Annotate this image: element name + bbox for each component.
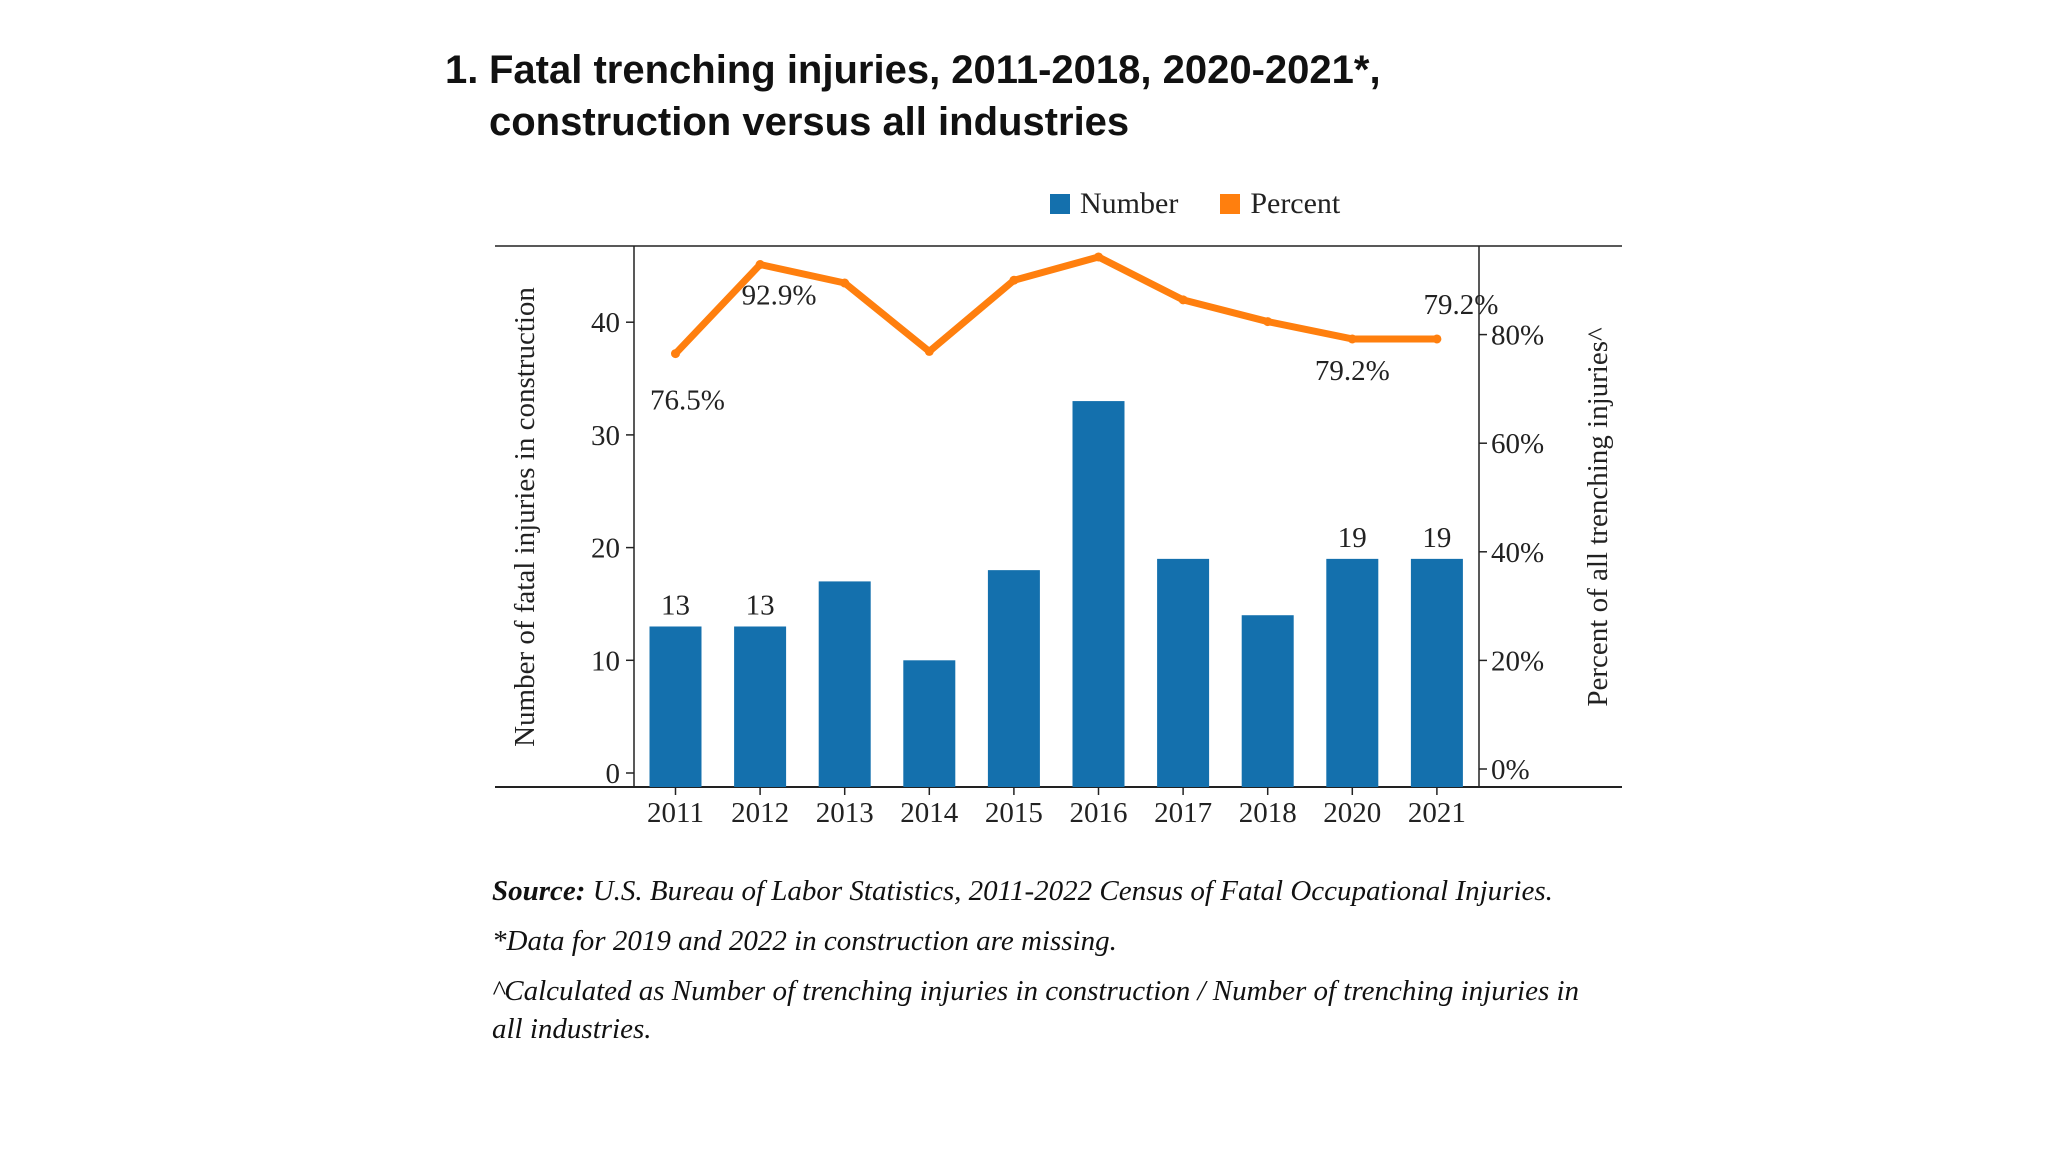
percent-point-2020 <box>1347 334 1357 344</box>
left-tick-label: 20 <box>591 533 620 565</box>
bar-2015 <box>987 570 1040 787</box>
source-note: Source: U.S. Bureau of Labor Statistics,… <box>492 872 1592 910</box>
percent-point-2017 <box>1178 295 1188 305</box>
legend-label-number: Number <box>1080 187 1179 220</box>
right-tick-label: 80% <box>1491 320 1544 352</box>
right-tick-label: 0% <box>1491 754 1530 786</box>
percent-data-label: 76.5% <box>650 385 725 417</box>
right-tick-label: 20% <box>1491 645 1544 677</box>
bar-2013 <box>818 581 871 787</box>
percent-point-2011 <box>671 349 680 359</box>
x-tick-label: 2017 <box>1154 797 1212 829</box>
source-text: U.S. Bureau of Labor Statistics, 2011-20… <box>592 875 1553 907</box>
left-tick-label: 10 <box>591 645 620 677</box>
left-tick-label: 0 <box>606 758 621 790</box>
y2-axis-title: Percent of all trenching injuries^ <box>1582 327 1614 707</box>
chart-title: 1. Fatal trenching injuries, 2011-2018, 2… <box>445 44 1381 148</box>
bar-2011 <box>649 626 702 787</box>
x-tick-label: 2011 <box>647 797 704 829</box>
missing-data-note: *Data for 2019 and 2022 in construction … <box>492 925 1117 957</box>
calculation-note: ^Calculated as Number of trenching injur… <box>492 975 1580 1045</box>
percent-point-2012 <box>755 260 765 270</box>
bar-2021 <box>1410 558 1463 787</box>
legend-swatch-number <box>1050 194 1070 214</box>
percent-data-label: 79.2% <box>1423 289 1498 321</box>
legend-item-number: Number <box>1050 187 1178 221</box>
percent-point-2018 <box>1263 317 1273 327</box>
legend-label-percent: Percent <box>1250 187 1341 220</box>
bar-2014 <box>903 660 956 787</box>
x-tick-label: 2015 <box>985 797 1043 829</box>
legend-item-percent: Percent <box>1220 187 1340 221</box>
percent-point-2015 <box>1009 275 1019 285</box>
title-number: 1. <box>445 48 479 92</box>
bar-2020 <box>1326 558 1379 787</box>
title-line-1: Fatal trenching injuries, 2011-2018, 202… <box>489 48 1381 92</box>
percent-data-label: 79.2% <box>1315 355 1390 387</box>
bar-2016 <box>1072 401 1125 787</box>
legend: Number Percent <box>1050 187 1382 221</box>
x-tick-label: 2013 <box>816 797 874 829</box>
right-tick-label: 60% <box>1491 428 1544 460</box>
x-tick-label: 2021 <box>1408 797 1466 829</box>
bar-2018 <box>1241 615 1294 787</box>
legend-swatch-percent <box>1220 194 1241 214</box>
bar-data-label: 19 <box>1338 522 1367 554</box>
title-line-2: construction versus all industries <box>489 100 1130 144</box>
left-tick-label: 30 <box>591 420 620 452</box>
x-tick-label: 2014 <box>900 797 959 829</box>
percent-point-2016 <box>1094 252 1103 262</box>
x-tick-label: 2018 <box>1239 797 1297 829</box>
x-tick-label: 2012 <box>731 797 789 829</box>
chart-notes: Source: U.S. Bureau of Labor Statistics,… <box>492 872 1592 1060</box>
bar-data-label: 19 <box>1422 522 1451 554</box>
right-tick-label: 40% <box>1491 537 1544 569</box>
percent-point-2021 <box>1432 334 1442 344</box>
bar-2012 <box>734 626 787 787</box>
x-tick-label: 2020 <box>1323 797 1381 829</box>
percent-data-label: 92.9% <box>742 280 817 312</box>
bar-2017 <box>1157 558 1210 787</box>
source-label: Source: <box>492 875 586 907</box>
percent-point-2014 <box>924 346 934 356</box>
y-axis-title: Number of fatal injuries in construction <box>509 287 541 747</box>
percent-line <box>672 253 1441 358</box>
bar-data-label: 13 <box>661 589 690 621</box>
percent-point-2013 <box>840 278 850 288</box>
x-tick-label: 2016 <box>1070 797 1128 829</box>
bar-data-label: 13 <box>746 589 775 621</box>
left-tick-label: 40 <box>591 307 620 339</box>
